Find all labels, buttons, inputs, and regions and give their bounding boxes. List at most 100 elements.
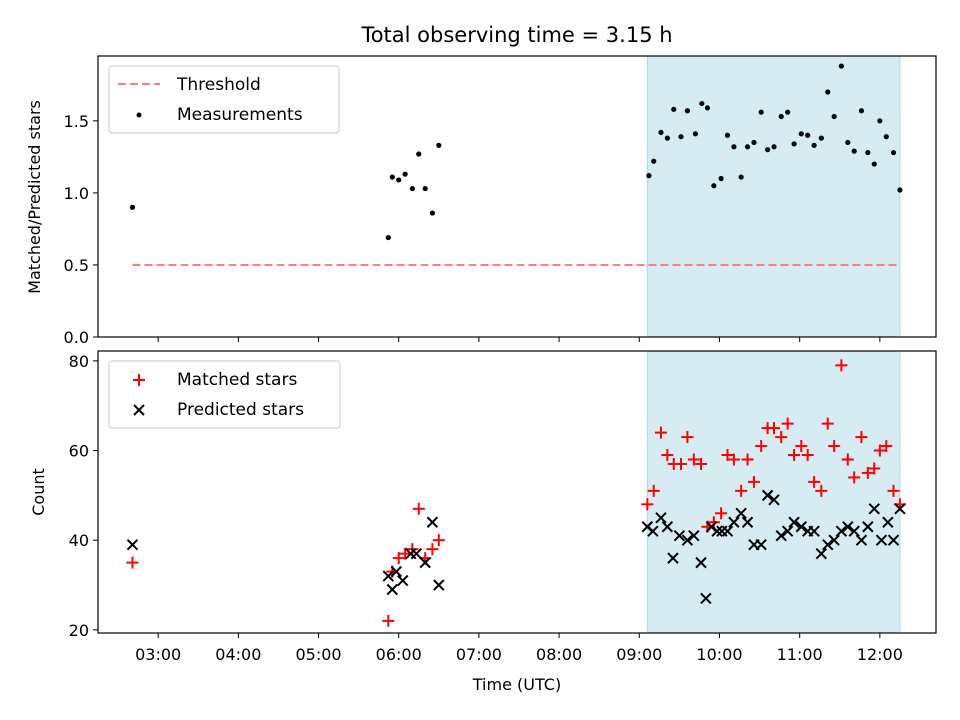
- measurement-point: [436, 142, 442, 148]
- xtick-label: 08:00: [536, 645, 582, 664]
- matched-star-point: [392, 552, 405, 565]
- matched-star-point: [848, 471, 861, 484]
- top-ytick-label: 0.5: [64, 256, 89, 275]
- predicted-star-point: [775, 530, 787, 542]
- measurement-point: [890, 149, 897, 156]
- matched-star-point: [873, 444, 886, 457]
- bottom-plot-frame: [97, 350, 937, 634]
- xtick-label: 12:00: [857, 645, 903, 664]
- matched-star-point: [868, 462, 881, 475]
- measurement-point: [699, 100, 705, 107]
- xtick-label: 04:00: [215, 645, 261, 664]
- bottom-y-axis-label: Count: [29, 468, 48, 516]
- matched-star-point: [795, 440, 808, 453]
- measurement-point: [791, 141, 797, 147]
- predicted-star-point: [848, 525, 860, 537]
- bottom-series-layer: [126, 359, 906, 627]
- xtick-label: 07:00: [456, 645, 502, 664]
- measurement-point: [389, 174, 395, 180]
- matched-star-point: [880, 440, 893, 453]
- matched-star-point: [768, 422, 781, 435]
- top-ytick-label: 0.0: [64, 328, 89, 347]
- measurement-point: [704, 105, 711, 111]
- xtick-label: 11:00: [777, 645, 823, 664]
- xtick-label: 06:00: [376, 645, 422, 664]
- measurement-point: [785, 109, 791, 115]
- predicted-star-point: [808, 525, 820, 537]
- matched-star-point: [432, 534, 445, 547]
- predicted-star-point: [700, 592, 712, 605]
- measurement-point: [858, 108, 865, 114]
- predicted-star-point: [822, 538, 834, 551]
- predicted-star-point: [755, 538, 767, 551]
- measurement-point: [771, 144, 777, 150]
- matched-star-point: [821, 417, 834, 430]
- top-panel: 0.0 0.5 1.0 1.5 Matched/Predicted stars Thr…: [25, 55, 937, 347]
- measurement-point: [778, 113, 784, 120]
- matched-star-point: [755, 440, 768, 453]
- predicted-star-point: [768, 494, 780, 506]
- top-ytick-label: 1.0: [64, 184, 89, 203]
- top-legend-box: [108, 65, 340, 134]
- predicted-star-point: [426, 516, 439, 528]
- measurement-point: [724, 132, 731, 138]
- legend-predicted-label: Predicted stars: [177, 400, 304, 420]
- matched-star-point: [735, 484, 748, 497]
- predicted-star-point: [688, 530, 700, 542]
- xtick-label: 09:00: [616, 645, 662, 664]
- measurement-point: [731, 144, 737, 150]
- measurement-point: [883, 134, 889, 140]
- measurement-point: [658, 129, 664, 135]
- measurement-point: [838, 63, 844, 69]
- measurement-point: [402, 171, 408, 177]
- matched-star-point: [695, 457, 708, 470]
- predicted-star-point: [681, 534, 694, 546]
- predicted-star-point: [887, 534, 900, 546]
- x-axis-label: Time (UTC): [472, 675, 561, 694]
- matched-star-point: [855, 431, 868, 444]
- measurement-point: [646, 173, 652, 179]
- matched-star-point: [788, 449, 801, 462]
- bottom-ytick-label: 80: [69, 352, 89, 371]
- matched-star-point: [715, 507, 728, 520]
- measurement-point: [851, 148, 857, 154]
- measurement-point: [871, 161, 877, 167]
- matched-star-point: [382, 614, 395, 627]
- predicted-star-point: [410, 547, 423, 560]
- bottom-shaded-span: [646, 350, 901, 634]
- matched-star-point: [126, 556, 139, 569]
- predicted-star-point: [673, 530, 686, 542]
- predicted-star-point: [419, 556, 431, 569]
- measurement-point: [744, 144, 751, 150]
- predicted-star-point: [433, 579, 445, 591]
- measurement-point: [764, 147, 771, 153]
- matched-star-point: [775, 431, 788, 444]
- predicted-star-point: [667, 552, 679, 564]
- matched-star-point: [661, 449, 674, 462]
- legend-threshold-label: Threshold: [176, 75, 261, 95]
- measurement-point: [711, 183, 717, 189]
- bottom-x-axis: 03:00 04:00 05:00 06:00 07:00 08:00 09:00 10:00…: [135, 633, 903, 664]
- top-series-layer: [129, 63, 903, 266]
- matched-star-point: [781, 417, 794, 430]
- measurement-point: [758, 109, 764, 115]
- xtick-label: 10:00: [696, 645, 742, 664]
- predicted-star-point: [741, 516, 754, 528]
- predicted-star-point: [382, 570, 394, 582]
- predicted-star-point: [855, 534, 868, 546]
- matched-star-point: [721, 449, 734, 462]
- measurement-point: [385, 234, 391, 241]
- top-shaded-span: [646, 55, 901, 338]
- measurement-point: [422, 185, 428, 192]
- legend-matched-label: Matched stars: [177, 370, 297, 390]
- predicted-star-point: [894, 503, 906, 515]
- predicted-star-point: [788, 516, 800, 528]
- chart-title: Total observing time = 3.15 h: [360, 23, 672, 47]
- measurement-point: [877, 118, 883, 124]
- predicted-star-point: [875, 534, 888, 546]
- measurement-point: [805, 132, 811, 138]
- matched-star-point: [828, 440, 841, 453]
- top-plot-frame: [97, 55, 937, 338]
- bottom-ytick-label: 20: [69, 621, 89, 640]
